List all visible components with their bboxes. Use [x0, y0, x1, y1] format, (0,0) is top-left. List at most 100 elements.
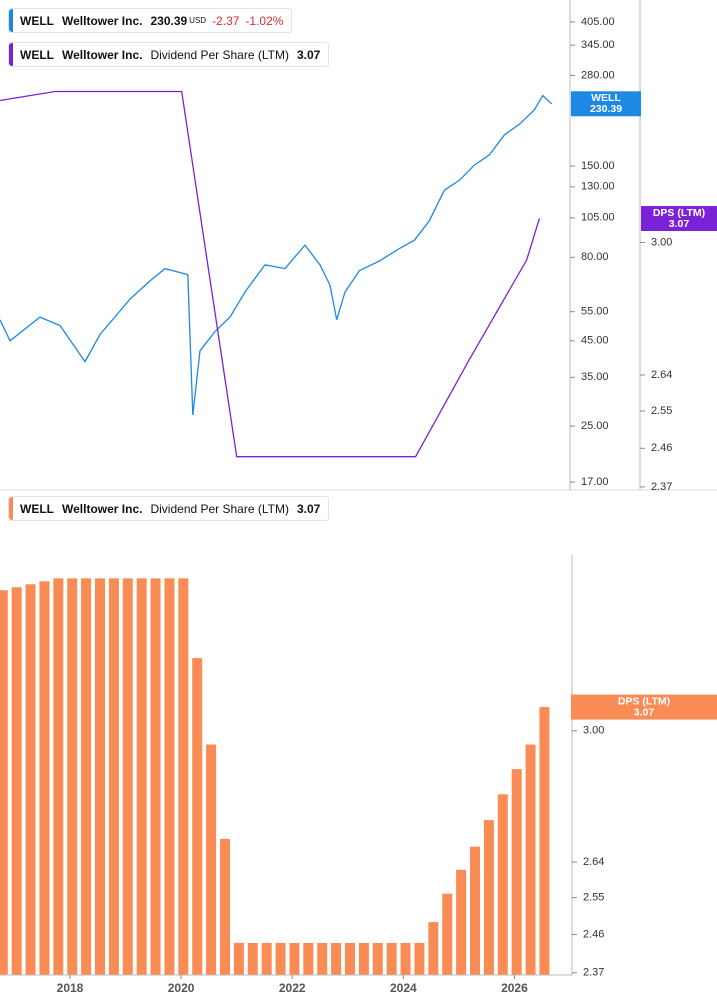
legend-value: 3.07 — [296, 501, 321, 516]
bar — [53, 578, 64, 975]
x-tick-label: 2022 — [279, 981, 306, 995]
bar — [372, 942, 383, 975]
bar — [25, 584, 36, 975]
bar — [11, 587, 22, 975]
bar — [456, 869, 467, 975]
y-tick-label: 2.46 — [583, 928, 604, 940]
bar — [345, 942, 355, 975]
y-tick-label: 35.00 — [581, 371, 609, 383]
value-tag-value: 3.07 — [669, 218, 690, 230]
value-tag — [571, 694, 717, 720]
bar — [483, 820, 494, 975]
legend-value: 230.39 — [150, 13, 188, 28]
legend-ticker: WELL — [20, 501, 54, 516]
value-tag-label: WELL — [591, 92, 621, 104]
legend-ticker: WELL — [20, 13, 54, 28]
bar — [206, 744, 217, 975]
y-tick-label: 345.00 — [581, 39, 615, 51]
plot-area — [0, 578, 550, 975]
y2-tick-label: 2.64 — [651, 369, 672, 381]
line-series — [0, 90, 541, 458]
bar — [136, 578, 147, 975]
bar — [108, 578, 119, 975]
bar — [511, 769, 522, 975]
line-series — [0, 94, 553, 416]
y-tick-label: 2.37 — [583, 967, 604, 979]
y2-tick-label: 3.00 — [651, 236, 672, 248]
legend-name: Welltower Inc. — [62, 501, 143, 516]
bar — [150, 578, 161, 975]
x-tick-label: 2020 — [168, 981, 195, 995]
bar — [400, 942, 411, 975]
y-tick-label: 17.00 — [581, 476, 609, 488]
y-tick-label: 45.00 — [581, 335, 609, 347]
legend-name: Welltower Inc. — [62, 47, 143, 62]
y-tick-label: 2.64 — [583, 856, 604, 868]
plot-area — [0, 90, 553, 458]
y2-tick-label: 2.46 — [651, 442, 672, 454]
bar — [428, 922, 439, 975]
x-tick-label: 2018 — [57, 981, 84, 995]
bar — [164, 578, 175, 975]
legend-dps-bars: WELL Welltower Inc. Dividend Per Share (… — [8, 496, 330, 521]
y-tick-label: 130.00 — [581, 181, 615, 193]
bar — [233, 942, 244, 975]
bar — [317, 942, 328, 975]
y-tick-label: 3.00 — [583, 725, 604, 737]
y-tick-label: 55.00 — [581, 306, 609, 318]
legend-swatch — [9, 497, 13, 520]
value-tag-label: DPS (LTM) — [618, 695, 670, 707]
legend-metric: Dividend Per Share (LTM) — [150, 501, 289, 516]
x-tick-label: 2026 — [501, 981, 528, 995]
bar — [414, 942, 425, 975]
legend-change: -2.37 — [212, 13, 240, 28]
legend-price: WELL Welltower Inc. 230.39 USD -2.37 -1.… — [8, 8, 293, 33]
bar — [247, 942, 258, 975]
bar — [289, 942, 300, 975]
y-tick-label: 2.55 — [583, 892, 604, 904]
bar — [192, 658, 203, 975]
bar — [261, 942, 272, 975]
legend-value: 3.07 — [296, 47, 321, 62]
bar — [122, 578, 133, 975]
y-tick-label: 105.00 — [581, 212, 615, 224]
legend-name: Welltower Inc. — [62, 13, 143, 28]
y-tick-label: 150.00 — [581, 160, 615, 172]
bar — [0, 590, 8, 975]
bar — [39, 581, 50, 975]
bar — [95, 578, 105, 975]
bar — [303, 942, 314, 975]
value-tag-value: 3.07 — [634, 706, 655, 718]
y-tick-label: 405.00 — [581, 16, 615, 28]
y2-tick-label: 2.37 — [651, 481, 672, 493]
bar — [386, 942, 397, 975]
bar — [525, 744, 536, 975]
value-tag — [641, 206, 717, 232]
bar — [539, 707, 550, 975]
bar — [470, 846, 480, 975]
legend-change-pct: -1.02% — [245, 13, 284, 28]
bar — [81, 578, 92, 975]
y-tick-label: 80.00 — [581, 251, 609, 263]
legend-swatch — [9, 43, 13, 66]
legend-ticker: WELL — [20, 47, 54, 62]
value-tag — [571, 91, 641, 117]
x-tick-label: 2024 — [390, 981, 417, 995]
legend-swatch — [9, 9, 13, 32]
legend-currency: USD — [189, 16, 207, 25]
value-tag-value: 230.39 — [590, 103, 622, 115]
bar — [358, 942, 369, 975]
value-tag-label: DPS (LTM) — [653, 207, 705, 219]
legend-dps: WELL Welltower Inc. Dividend Per Share (… — [8, 42, 330, 67]
bar — [275, 942, 286, 975]
bar — [442, 893, 453, 975]
y-tick-label: 25.00 — [581, 420, 609, 432]
y-tick-label: 280.00 — [581, 69, 615, 81]
legend-metric: Dividend Per Share (LTM) — [150, 47, 289, 62]
bar — [497, 794, 508, 975]
bar — [178, 578, 189, 975]
bar — [220, 838, 230, 975]
bar — [67, 578, 78, 975]
